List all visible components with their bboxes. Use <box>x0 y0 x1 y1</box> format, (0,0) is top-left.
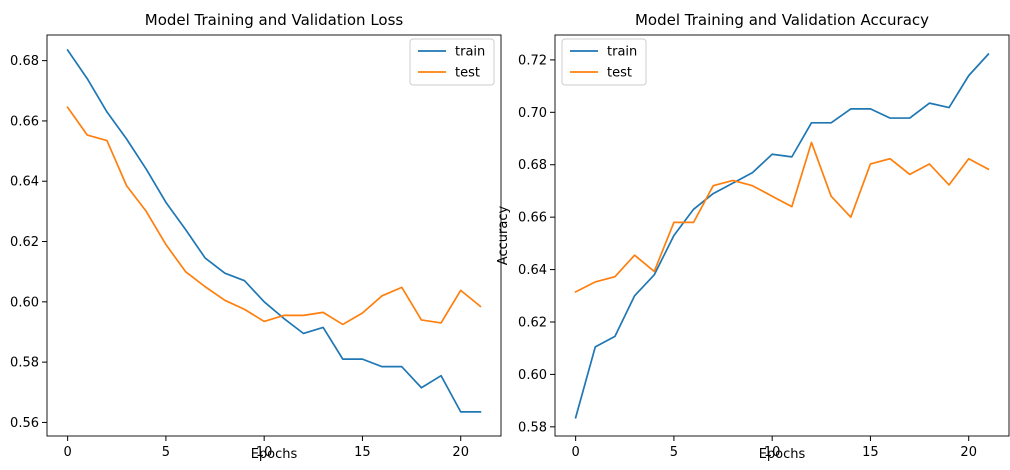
loss-legend-label-train: train <box>455 45 485 60</box>
accuracy-chart-title: Model Training and Validation Accuracy <box>635 11 929 29</box>
accuracy-y-tick-label: 0.58 <box>518 420 547 435</box>
loss-y-tick-label: 0.60 <box>10 295 39 310</box>
accuracy-y-tick-label: 0.62 <box>518 315 547 330</box>
loss-x-tick-label: 10 <box>256 445 273 460</box>
loss-y-tick-label: 0.66 <box>10 114 39 129</box>
loss-x-tick-label: 15 <box>354 445 371 460</box>
accuracy-y-tick-label: 0.64 <box>518 263 547 278</box>
loss-x-axis-label: Epochs <box>251 447 298 462</box>
loss-y-tick-label: 0.62 <box>10 235 39 250</box>
loss-x-tick-label: 20 <box>452 445 469 460</box>
loss-x-tick-label: 0 <box>63 445 71 460</box>
accuracy-y-tick-label: 0.72 <box>518 53 547 68</box>
accuracy-series-line-train <box>574 52 990 419</box>
accuracy-y-tick-label: 0.68 <box>518 158 547 173</box>
loss-axes-frame <box>46 34 502 437</box>
accuracy-x-tick-label: 20 <box>960 445 977 460</box>
accuracy-y-tick-label: 0.60 <box>518 368 547 383</box>
accuracy-x-axis-label: Epochs <box>759 447 806 462</box>
loss-y-tick-label: 0.56 <box>10 416 39 431</box>
loss-series-line-test <box>66 106 482 326</box>
loss-y-tick-label: 0.58 <box>10 356 39 371</box>
accuracy-y-axis-label: Accuracy <box>496 206 511 266</box>
accuracy-x-tick-label: 15 <box>862 445 879 460</box>
accuracy-legend-label-test: test <box>607 66 632 81</box>
accuracy-legend: train test <box>561 38 647 86</box>
accuracy-series-line-test <box>574 141 990 293</box>
accuracy-y-tick-label: 0.70 <box>518 106 547 121</box>
loss-chart: Model Training and Validation Loss Epochs… <box>0 11 502 462</box>
accuracy-x-tick-label: 10 <box>764 445 781 460</box>
accuracy-y-tick-label: 0.66 <box>518 211 547 226</box>
loss-x-tick-label: 5 <box>162 445 170 460</box>
loss-legend: train test <box>409 38 495 86</box>
accuracy-legend-label-train: train <box>607 45 637 60</box>
loss-y-axis-label: Loss <box>0 221 3 250</box>
accuracy-x-tick-label: 5 <box>670 445 678 460</box>
loss-series-line-train <box>66 48 482 413</box>
loss-y-tick-label: 0.68 <box>10 54 39 69</box>
accuracy-x-tick-label: 0 <box>571 445 579 460</box>
accuracy-chart: Model Training and Validation Accuracy Ep… <box>496 11 1010 462</box>
loss-legend-label-test: test <box>455 66 480 81</box>
accuracy-axes-frame <box>554 34 1010 437</box>
loss-y-tick-label: 0.64 <box>10 175 39 190</box>
loss-chart-title: Model Training and Validation Loss <box>145 11 404 29</box>
